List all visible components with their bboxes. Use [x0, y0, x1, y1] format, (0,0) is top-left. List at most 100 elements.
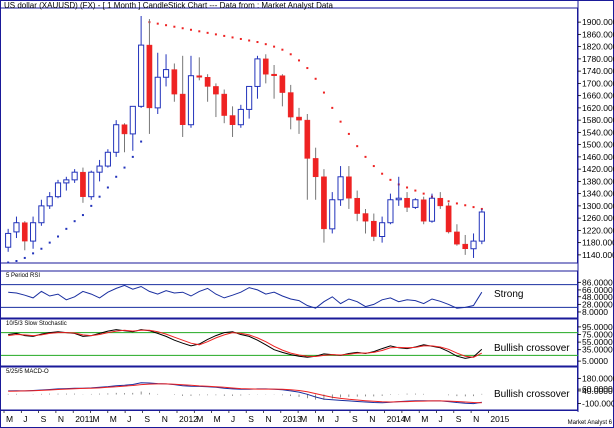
x-tick-label: M — [110, 414, 117, 424]
sar-dot — [306, 67, 309, 70]
candle-body-down — [196, 75, 203, 78]
candle-body-down — [437, 197, 444, 207]
candle-body-up — [478, 211, 485, 242]
indicator-y-tick-label: 28.0000 — [582, 299, 613, 309]
sar-dot — [115, 175, 118, 178]
sar-dot — [15, 260, 18, 262]
sar-dot — [455, 202, 458, 205]
footer-text: Market Analyst 6 — [568, 420, 613, 426]
sar-dot — [356, 145, 359, 148]
price-y-tick-label: 1620.0000 — [582, 103, 614, 113]
x-tick-label: M — [93, 414, 100, 424]
x-tick-label: S — [352, 414, 358, 424]
stochastic-d-line — [8, 329, 483, 358]
sar-dot — [131, 155, 134, 158]
candle-body-down — [221, 93, 228, 116]
macd-line — [8, 382, 482, 405]
price-y-tick-label: 1180.0000 — [582, 238, 614, 248]
price-y-tick-label: 1540.0000 — [582, 127, 614, 137]
candle-body-up — [237, 108, 244, 126]
sar-dot — [339, 120, 342, 123]
panel-frame-2 — [0, 318, 578, 367]
sar-dot — [322, 91, 325, 94]
candle-body-down — [171, 69, 178, 95]
candle-body-down — [296, 116, 302, 121]
candle-body-up — [246, 85, 253, 110]
indicator-y-tick-label: 48.0000 — [582, 292, 613, 302]
candle-body-up — [71, 171, 78, 181]
x-tick-label: 2012 — [179, 414, 198, 424]
sar-dot — [389, 178, 392, 181]
candle-body-up — [54, 182, 62, 198]
candle-body-down — [370, 220, 377, 237]
sar-dot — [98, 195, 101, 198]
sar-dot — [81, 214, 84, 217]
sar-dot — [48, 241, 51, 244]
candle-body-down — [362, 213, 369, 222]
indicator-y-tick-label: 5.0000 — [582, 356, 608, 366]
sar-dot — [7, 261, 10, 264]
candle-body-up — [187, 75, 195, 126]
candle-body-up — [38, 205, 45, 224]
x-tick-label: N — [266, 414, 272, 424]
sar-dot — [264, 43, 267, 46]
x-tick-label: S — [248, 414, 254, 424]
candle-body-down — [121, 124, 128, 135]
candle-body-down — [146, 44, 153, 109]
candle-body-down — [287, 92, 294, 118]
indicator-y-tick-label: 55.0000 — [582, 337, 613, 347]
x-tick-label: 2014 — [387, 414, 406, 424]
sar-dot — [189, 28, 192, 31]
sar-dot — [223, 34, 226, 37]
x-tick-label: M — [300, 414, 307, 424]
candle-body-up — [337, 176, 344, 201]
sar-dot — [231, 36, 234, 39]
sar-dot — [23, 256, 26, 259]
price-y-tick-label: 1780.0000 — [582, 54, 614, 64]
x-tick-label: N — [162, 414, 168, 424]
candle-body-up — [470, 240, 477, 250]
sar-dot — [364, 155, 367, 158]
price-y-tick-label: 1220.0000 — [582, 225, 614, 235]
candle-body-down — [213, 86, 219, 95]
indicator-y-tick-label: 75.0000 — [582, 330, 613, 340]
sar-dot — [198, 30, 201, 33]
indicator-y-tick-label: 180.0000 — [582, 373, 614, 383]
candle-body-up — [30, 222, 37, 242]
panel-frame-0 — [0, 7, 578, 264]
x-tick-label: J — [127, 414, 131, 424]
x-tick-label: M — [404, 414, 411, 424]
x-tick-label: 2015 — [490, 414, 509, 424]
chart-title: US dollar (XAUUSD) (FX) - [ 1 Month ] Ca… — [4, 1, 334, 10]
indicator-y-tick-label: -100.0000 — [582, 398, 614, 408]
sar-dot — [123, 166, 126, 169]
x-tick-label: S — [144, 414, 150, 424]
candle-body-up — [395, 197, 402, 201]
candle-body-down — [346, 176, 352, 199]
x-tick-label: J — [439, 414, 443, 424]
candle-body-up — [96, 165, 103, 173]
price-y-tick-label: 1460.0000 — [582, 152, 614, 162]
candle-body-up — [428, 197, 436, 222]
x-tick-label: S — [456, 414, 462, 424]
sar-dot — [173, 25, 176, 28]
candle-body-up — [329, 199, 336, 230]
sar-dot — [372, 165, 375, 168]
annotation-3: Bullish crossover — [494, 389, 570, 400]
price-y-tick-label: 1260.0000 — [582, 213, 614, 223]
sar-dot — [214, 33, 217, 36]
candle-body-down — [279, 75, 286, 93]
candle-body-up — [379, 222, 386, 237]
sar-dot — [181, 27, 184, 30]
sar-dot — [206, 31, 209, 34]
candle-body-up — [46, 196, 53, 207]
price-y-tick-label: 1420.0000 — [582, 164, 614, 174]
candle-body-down — [262, 58, 269, 75]
sar-dot — [106, 186, 109, 189]
indicator-y-tick-label: 66.0000 — [582, 285, 613, 295]
sar-dot — [156, 22, 159, 25]
candle-body-up — [254, 58, 261, 87]
sar-dot — [65, 227, 68, 230]
x-tick-label: J — [23, 414, 27, 424]
